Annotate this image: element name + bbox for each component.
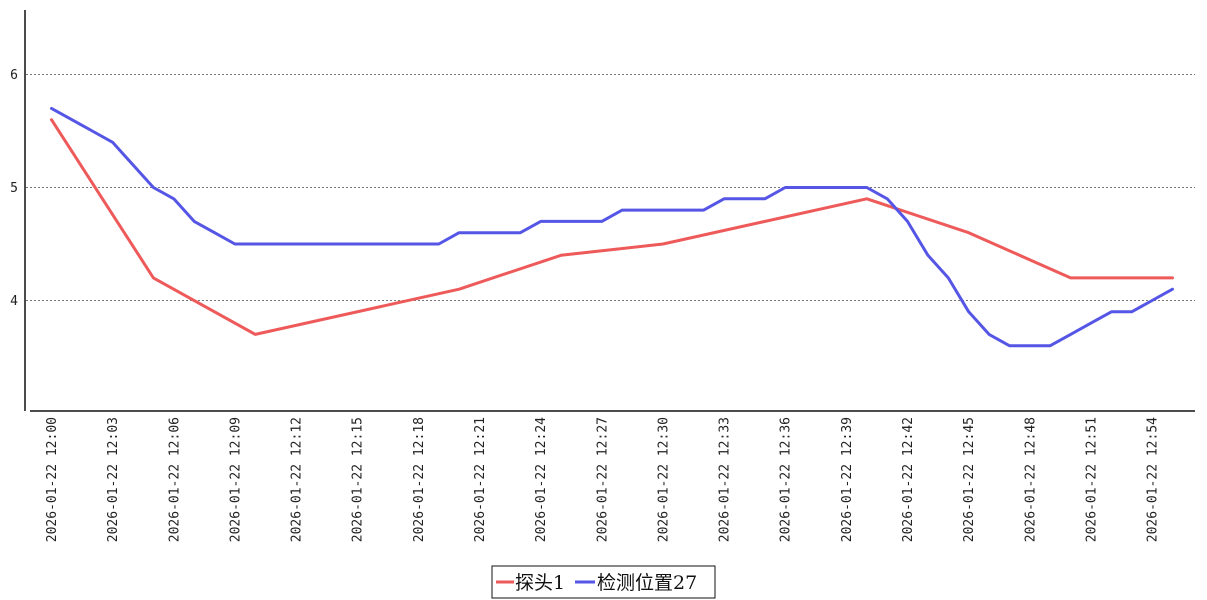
x-tick-label: 2026-01-22 12:21 [473,417,488,542]
x-tick-label: 2026-01-22 12:45 [962,417,977,542]
x-tick-label: 2026-01-22 12:27 [595,417,610,542]
x-tick-label: 2026-01-22 12:39 [840,417,855,542]
x-tick-label: 2026-01-22 12:48 [1023,417,1038,542]
grid-lines [26,74,1195,301]
x-tick-label: 2026-01-22 12:33 [718,417,733,542]
x-tick-label: 2026-01-22 12:24 [534,417,549,542]
x-tick-label: 2026-01-22 12:12 [290,417,305,542]
x-tick-label: 2026-01-22 12:51 [1084,417,1099,542]
x-tick-label: 2026-01-22 12:06 [167,417,182,542]
x-tick-label: 2026-01-22 12:15 [351,417,366,542]
legend: 探头1 检测位置27 [491,565,716,599]
x-tick-label: 2026-01-22 12:54 [1146,417,1161,542]
series-lines [50,106,1174,348]
legend-label-series-1: 探头1 [515,572,565,594]
series-line-1 [50,118,1174,336]
x-tick-label: 2026-01-22 12:18 [412,417,427,542]
x-tick-label: 2026-01-22 12:09 [228,417,243,542]
x-tick-label: 2026-01-22 12:00 [45,417,60,542]
series-line-2 [50,106,1174,348]
y-tick-labels: 4 5 6 [10,68,18,309]
axes [24,10,1195,412]
x-tick-label: 2026-01-22 12:42 [901,417,916,542]
x-tick-labels: 2026-01-22 12:00 2026-01-22 12:03 2026-01-… [45,417,1161,542]
y-tick-label: 6 [10,68,18,83]
legend-box [491,565,716,599]
y-tick-label: 5 [10,181,18,196]
x-tick-label: 2026-01-22 12:03 [106,417,121,542]
legend-label-series-2: 检测位置27 [597,572,697,594]
x-tick-label: 2026-01-22 12:30 [656,417,671,542]
y-tick-label: 4 [10,294,18,309]
x-tick-label: 2026-01-22 12:36 [779,417,794,542]
